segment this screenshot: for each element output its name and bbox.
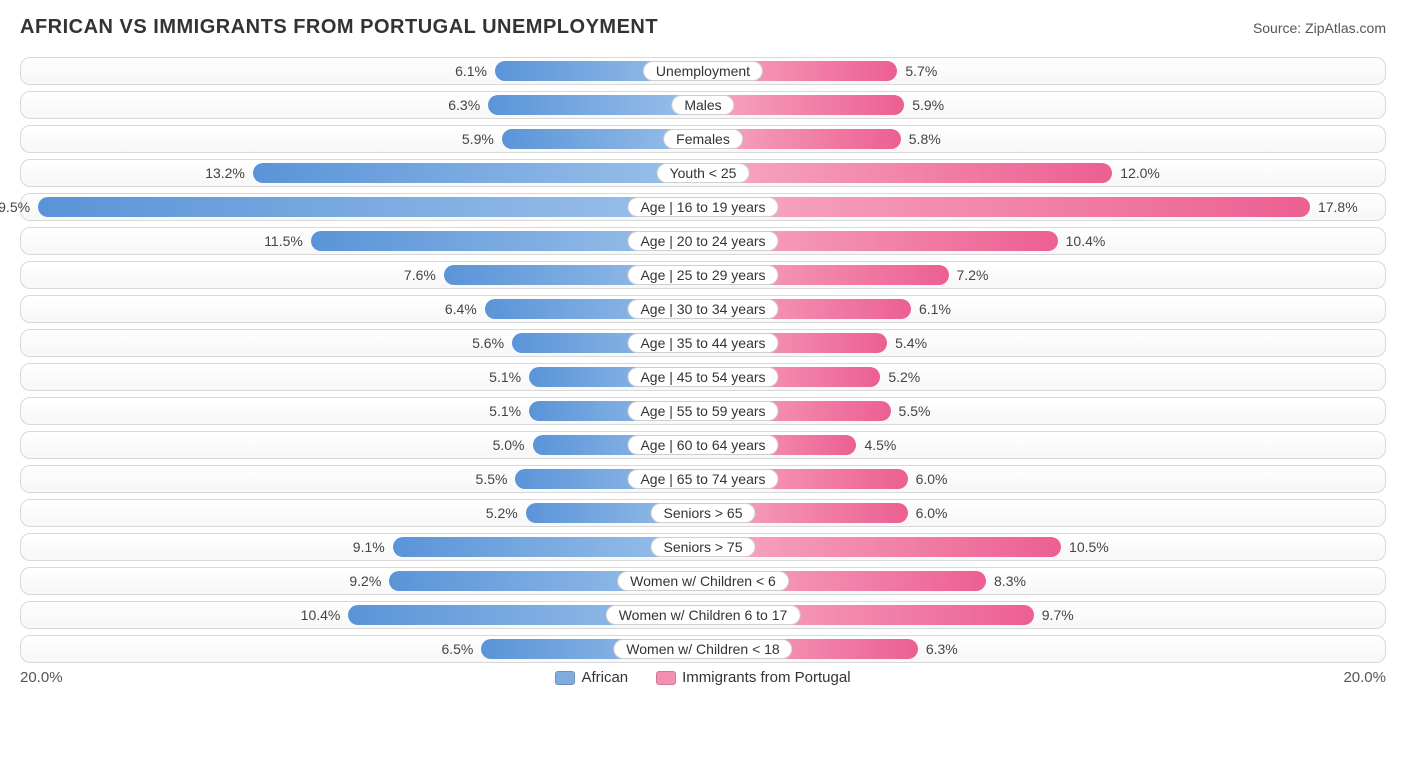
chart-row: 5.5% 6.0% Age | 65 to 74 years [20, 465, 1386, 493]
value-label-left: 5.5% [476, 471, 508, 487]
value-label-right: 5.5% [899, 403, 931, 419]
value-label-left: 6.3% [448, 97, 480, 113]
value-label-right: 10.5% [1069, 539, 1109, 555]
bar-right [703, 163, 1112, 183]
category-label: Males [671, 95, 734, 115]
axis-max-right: 20.0% [1343, 669, 1386, 686]
value-label-right: 5.9% [912, 97, 944, 113]
source-name: ZipAtlas.com [1305, 20, 1386, 36]
legend-item: Immigrants from Portugal [656, 669, 850, 686]
chart-row: 6.5% 6.3% Women w/ Children < 18 [20, 635, 1386, 663]
category-label: Age | 20 to 24 years [627, 231, 778, 251]
chart-source: Source: ZipAtlas.com [1253, 20, 1386, 36]
chart-header: AFRICAN VS IMMIGRANTS FROM PORTUGAL UNEM… [20, 16, 1386, 39]
value-label-left: 6.5% [441, 641, 473, 657]
legend-text: Immigrants from Portugal [682, 669, 850, 686]
category-label: Women w/ Children < 6 [617, 571, 789, 591]
category-label: Age | 35 to 44 years [627, 333, 778, 353]
legend: African Immigrants from Portugal [555, 669, 850, 686]
value-label-right: 5.4% [895, 335, 927, 351]
value-label-left: 5.9% [462, 131, 494, 147]
value-label-left: 9.1% [353, 539, 385, 555]
value-label-right: 5.2% [888, 369, 920, 385]
legend-item: African [555, 669, 628, 686]
value-label-right: 5.8% [909, 131, 941, 147]
value-label-left: 11.5% [264, 233, 303, 249]
chart-row: 5.1% 5.5% Age | 55 to 59 years [20, 397, 1386, 425]
category-label: Women w/ Children < 18 [613, 639, 792, 659]
legend-swatch [555, 671, 575, 685]
value-label-right: 5.7% [905, 63, 937, 79]
legend-text: African [581, 669, 628, 686]
chart-row: 5.2% 6.0% Seniors > 65 [20, 499, 1386, 527]
value-label-right: 17.8% [1318, 199, 1358, 215]
chart-row: 19.5%17.8%Age | 16 to 19 years [20, 193, 1386, 221]
chart-row: 10.4% 9.7% Women w/ Children 6 to 17 [20, 601, 1386, 629]
value-label-left: 5.2% [486, 505, 518, 521]
value-label-left: 13.2% [205, 165, 245, 181]
chart-row: 5.6% 5.4% Age | 35 to 44 years [20, 329, 1386, 357]
category-label: Age | 16 to 19 years [627, 197, 778, 217]
chart-row: 13.2% 12.0% Youth < 25 [20, 159, 1386, 187]
value-label-right: 8.3% [994, 573, 1026, 589]
chart-title: AFRICAN VS IMMIGRANTS FROM PORTUGAL UNEM… [20, 16, 658, 39]
category-label: Age | 25 to 29 years [627, 265, 778, 285]
category-label: Age | 60 to 64 years [627, 435, 778, 455]
value-label-left: 5.6% [472, 335, 504, 351]
value-label-right: 4.5% [864, 437, 896, 453]
value-label-left: 10.4% [301, 607, 341, 623]
value-label-left: 5.1% [489, 403, 521, 419]
value-label-right: 7.2% [957, 267, 989, 283]
chart-row: 5.0% 4.5% Age | 60 to 64 years [20, 431, 1386, 459]
value-label-right: 6.1% [919, 301, 951, 317]
value-label-right: 10.4% [1066, 233, 1106, 249]
category-label: Age | 30 to 34 years [627, 299, 778, 319]
value-label-left: 6.1% [455, 63, 487, 79]
category-label: Age | 55 to 59 years [627, 401, 778, 421]
value-label-left: 5.0% [493, 437, 525, 453]
category-label: Seniors > 75 [651, 537, 756, 557]
category-label: Age | 65 to 74 years [627, 469, 778, 489]
value-label-left: 7.6% [404, 267, 436, 283]
category-label: Seniors > 65 [651, 503, 756, 523]
chart-row: 6.3% 5.9% Males [20, 91, 1386, 119]
value-label-left: 9.2% [349, 573, 381, 589]
chart-row: 7.6% 7.2% Age | 25 to 29 years [20, 261, 1386, 289]
value-label-right: 6.0% [916, 471, 948, 487]
chart-row: 6.1% 5.7% Unemployment [20, 57, 1386, 85]
category-label: Age | 45 to 54 years [627, 367, 778, 387]
chart-row: 9.1% 10.5% Seniors > 75 [20, 533, 1386, 561]
bar-right [703, 537, 1061, 557]
chart-row: 5.9% 5.8% Females [20, 125, 1386, 153]
axis-max-left: 20.0% [20, 669, 63, 686]
category-label: Females [663, 129, 743, 149]
value-label-left: 19.5% [0, 199, 30, 215]
chart-row: 5.1% 5.2% Age | 45 to 54 years [20, 363, 1386, 391]
category-label: Youth < 25 [657, 163, 750, 183]
bar-left [38, 197, 703, 217]
chart-row: 9.2% 8.3% Women w/ Children < 6 [20, 567, 1386, 595]
value-label-left: 5.1% [489, 369, 521, 385]
category-label: Unemployment [643, 61, 763, 81]
axis-row: 20.0% African Immigrants from Portugal 20… [20, 669, 1386, 686]
bar-left [253, 163, 703, 183]
source-label: Source: [1253, 20, 1305, 36]
value-label-right: 6.3% [926, 641, 958, 657]
value-label-right: 12.0% [1120, 165, 1160, 181]
bar-right [703, 197, 1310, 217]
value-label-left: 6.4% [445, 301, 477, 317]
value-label-right: 6.0% [916, 505, 948, 521]
chart-row: 6.4% 6.1% Age | 30 to 34 years [20, 295, 1386, 323]
legend-swatch [656, 671, 676, 685]
category-label: Women w/ Children 6 to 17 [606, 605, 801, 625]
chart-row: 11.5% 10.4% Age | 20 to 24 years [20, 227, 1386, 255]
value-label-right: 9.7% [1042, 607, 1074, 623]
diverging-bar-chart: 6.1% 5.7% Unemployment 6.3% 5.9% Males 5.9% 5.8… [20, 57, 1386, 663]
